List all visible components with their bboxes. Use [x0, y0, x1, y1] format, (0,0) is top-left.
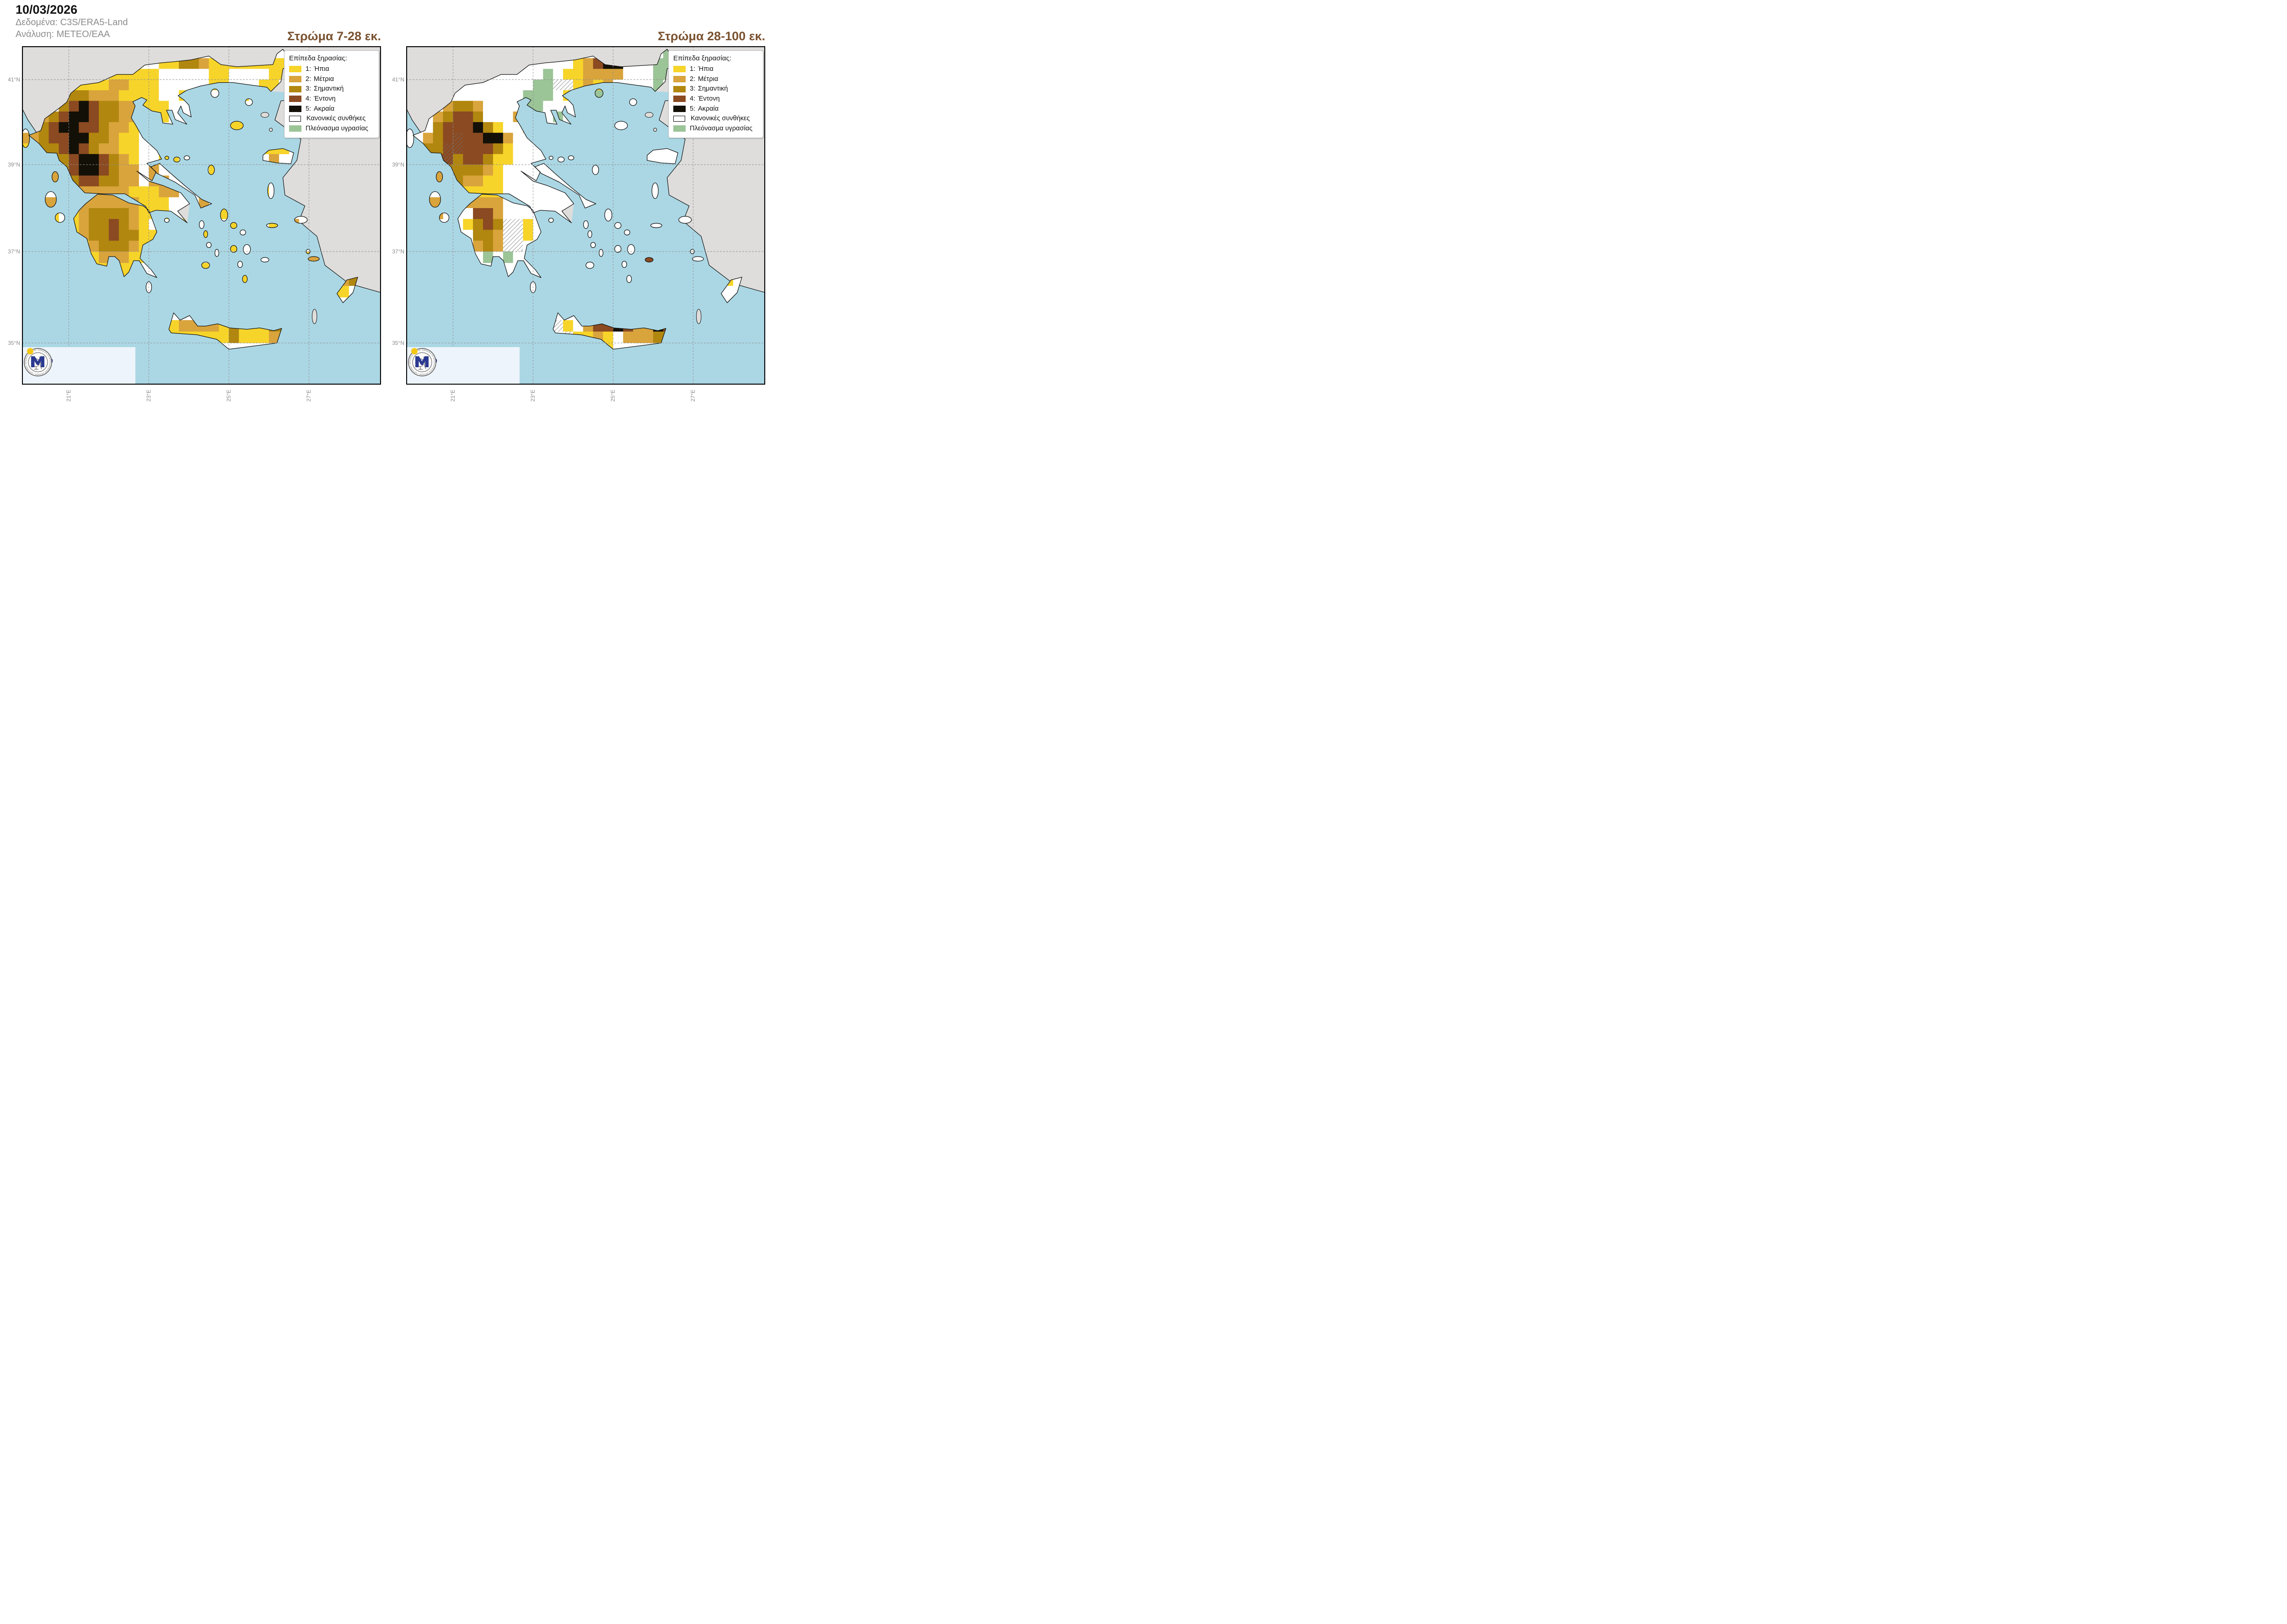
legend-item: 5: Ακραία	[673, 105, 758, 113]
legend-label: Ακραία	[314, 105, 335, 113]
legend-item: 4: Έντονη	[289, 95, 374, 103]
legend-level-number: 5:	[690, 105, 696, 113]
meteo-logo-box: ΕΘΝΙΚΟΝ ΑΣΤΕΡΟΣΚΟΠΕΙΟΝ ΑΘΗΝΩΝ • NATIONAL…	[23, 347, 135, 384]
legend-level-number: 2:	[690, 75, 696, 83]
legend-swatch	[289, 86, 301, 92]
legend-label: Ακραία	[698, 105, 719, 113]
legend-item: 2: Μέτρια	[289, 75, 374, 83]
lat-axis-label: 39°N	[8, 161, 20, 168]
map-2-panel: Επίπεδα ξηρασίας: 1: Ήπια 2: Μέτρια 3: Σημαντι…	[406, 46, 765, 385]
lon-axis-label: 27°E	[306, 389, 312, 402]
legend-swatch	[673, 96, 686, 102]
legend-level-number: 3:	[690, 85, 696, 93]
lat-axis-label: 41°N	[8, 76, 20, 83]
legend-label: Μέτρια	[698, 75, 719, 83]
legend-swatch	[673, 116, 685, 122]
legend-swatch	[673, 125, 686, 132]
legend-title: Επίπεδα ξηρασίας:	[289, 54, 347, 62]
legend-swatch	[289, 116, 301, 122]
legend-label: Έντονη	[698, 95, 720, 103]
legend-item: Κανονικές συνθήκες	[289, 115, 374, 123]
analysis-label: Ανάλυση: ΜΕΤΕΟ/ΕΑΑ	[16, 29, 110, 39]
legend-swatch	[289, 106, 301, 113]
legend-label: Πλεόνασμα υγρασίας	[306, 125, 368, 133]
lon-axis-label: 23°E	[145, 389, 152, 402]
legend-label: Έντονη	[314, 95, 336, 103]
legend-level-number: 1:	[690, 65, 696, 73]
lat-axis-label: 41°N	[392, 76, 404, 83]
legend-swatch	[673, 106, 686, 113]
legend-label: Σημαντική	[314, 85, 344, 93]
legend-label: Σημαντική	[698, 85, 728, 93]
legend-level-number: 3:	[306, 85, 311, 93]
drought-figure: 10/03/2026 Δεδομένα: C3S/ERA5-Land Ανάλυ…	[0, 0, 771, 406]
legend-title: Επίπεδα ξηρασίας:	[673, 54, 731, 62]
legend-level-number: 4:	[690, 95, 696, 103]
legend-item: 5: Ακραία	[289, 105, 374, 113]
legend: Επίπεδα ξηρασίας: 1: Ήπια 2: Μέτρια 3: Σημαντι…	[284, 50, 379, 138]
lat-axis-label: 35°N	[392, 340, 404, 346]
legend-swatch	[673, 86, 686, 92]
legend-swatch	[673, 76, 686, 82]
lon-axis-label: 27°E	[690, 389, 696, 402]
map-1-title: Στρώμα 7-28 εκ.	[287, 29, 381, 43]
meteo-m-icon	[411, 348, 429, 367]
legend-label: Ήπια	[314, 65, 329, 73]
legend-item: 3: Σημαντική	[289, 85, 374, 93]
legend-item: 1: Ήπια	[673, 65, 758, 73]
map-1-panel: Επίπεδα ξηρασίας: 1: Ήπια 2: Μέτρια 3: Σημαντι…	[22, 46, 381, 385]
lat-axis-label: 37°N	[392, 248, 404, 255]
legend-level-number: 4:	[306, 95, 311, 103]
legend-item: 2: Μέτρια	[673, 75, 758, 83]
meteo-m-icon	[27, 348, 44, 367]
legend-swatch	[673, 66, 686, 73]
map-2-title: Στρώμα 28-100 εκ.	[658, 29, 765, 43]
lon-axis-label: 23°E	[530, 389, 536, 402]
legend-item: Κανονικές συνθήκες	[673, 115, 758, 123]
legend-item: 1: Ήπια	[289, 65, 374, 73]
legend-item: 4: Έντονη	[673, 95, 758, 103]
lat-axis-label: 39°N	[392, 161, 404, 168]
lat-axis-label: 37°N	[8, 248, 20, 255]
legend: Επίπεδα ξηρασίας: 1: Ήπια 2: Μέτρια 3: Σημαντι…	[668, 50, 763, 138]
legend-item: 3: Σημαντική	[673, 85, 758, 93]
legend-swatch	[289, 66, 301, 73]
legend-level-number: 1:	[306, 65, 311, 73]
legend-item: Πλεόνασμα υγρασίας	[289, 125, 374, 133]
legend-label: Ήπια	[698, 65, 714, 73]
legend-swatch	[289, 76, 301, 82]
lon-axis-label: 21°E	[450, 389, 456, 402]
noa-seal-icon: ΕΘΝΙΚΟΝ ΑΣΤΕΡΟΣΚΟΠΕΙΟΝ ΑΘΗΝΩΝ • NATIONAL…	[407, 347, 436, 376]
meteo-logo-box: ΕΘΝΙΚΟΝ ΑΣΤΕΡΟΣΚΟΠΕΙΟΝ ΑΘΗΝΩΝ • NATIONAL…	[407, 347, 520, 384]
legend-level-number: 5:	[306, 105, 311, 113]
legend-label: Κανονικές συνθήκες	[691, 115, 750, 123]
lon-axis-label: 25°E	[225, 389, 232, 402]
lon-axis-label: 21°E	[65, 389, 72, 402]
date-label: 10/03/2026	[16, 3, 78, 16]
legend-label: Κανονικές συνθήκες	[306, 115, 366, 123]
legend-label: Πλεόνασμα υγρασίας	[690, 125, 752, 133]
legend-item: Πλεόνασμα υγρασίας	[673, 125, 758, 133]
legend-level-number: 2:	[306, 75, 311, 83]
lat-axis-label: 35°N	[8, 340, 20, 346]
legend-swatch	[289, 125, 301, 132]
data-source-label: Δεδομένα: C3S/ERA5-Land	[16, 17, 128, 27]
legend-label: Μέτρια	[314, 75, 334, 83]
lon-axis-label: 25°E	[610, 389, 616, 402]
legend-swatch	[289, 96, 301, 102]
